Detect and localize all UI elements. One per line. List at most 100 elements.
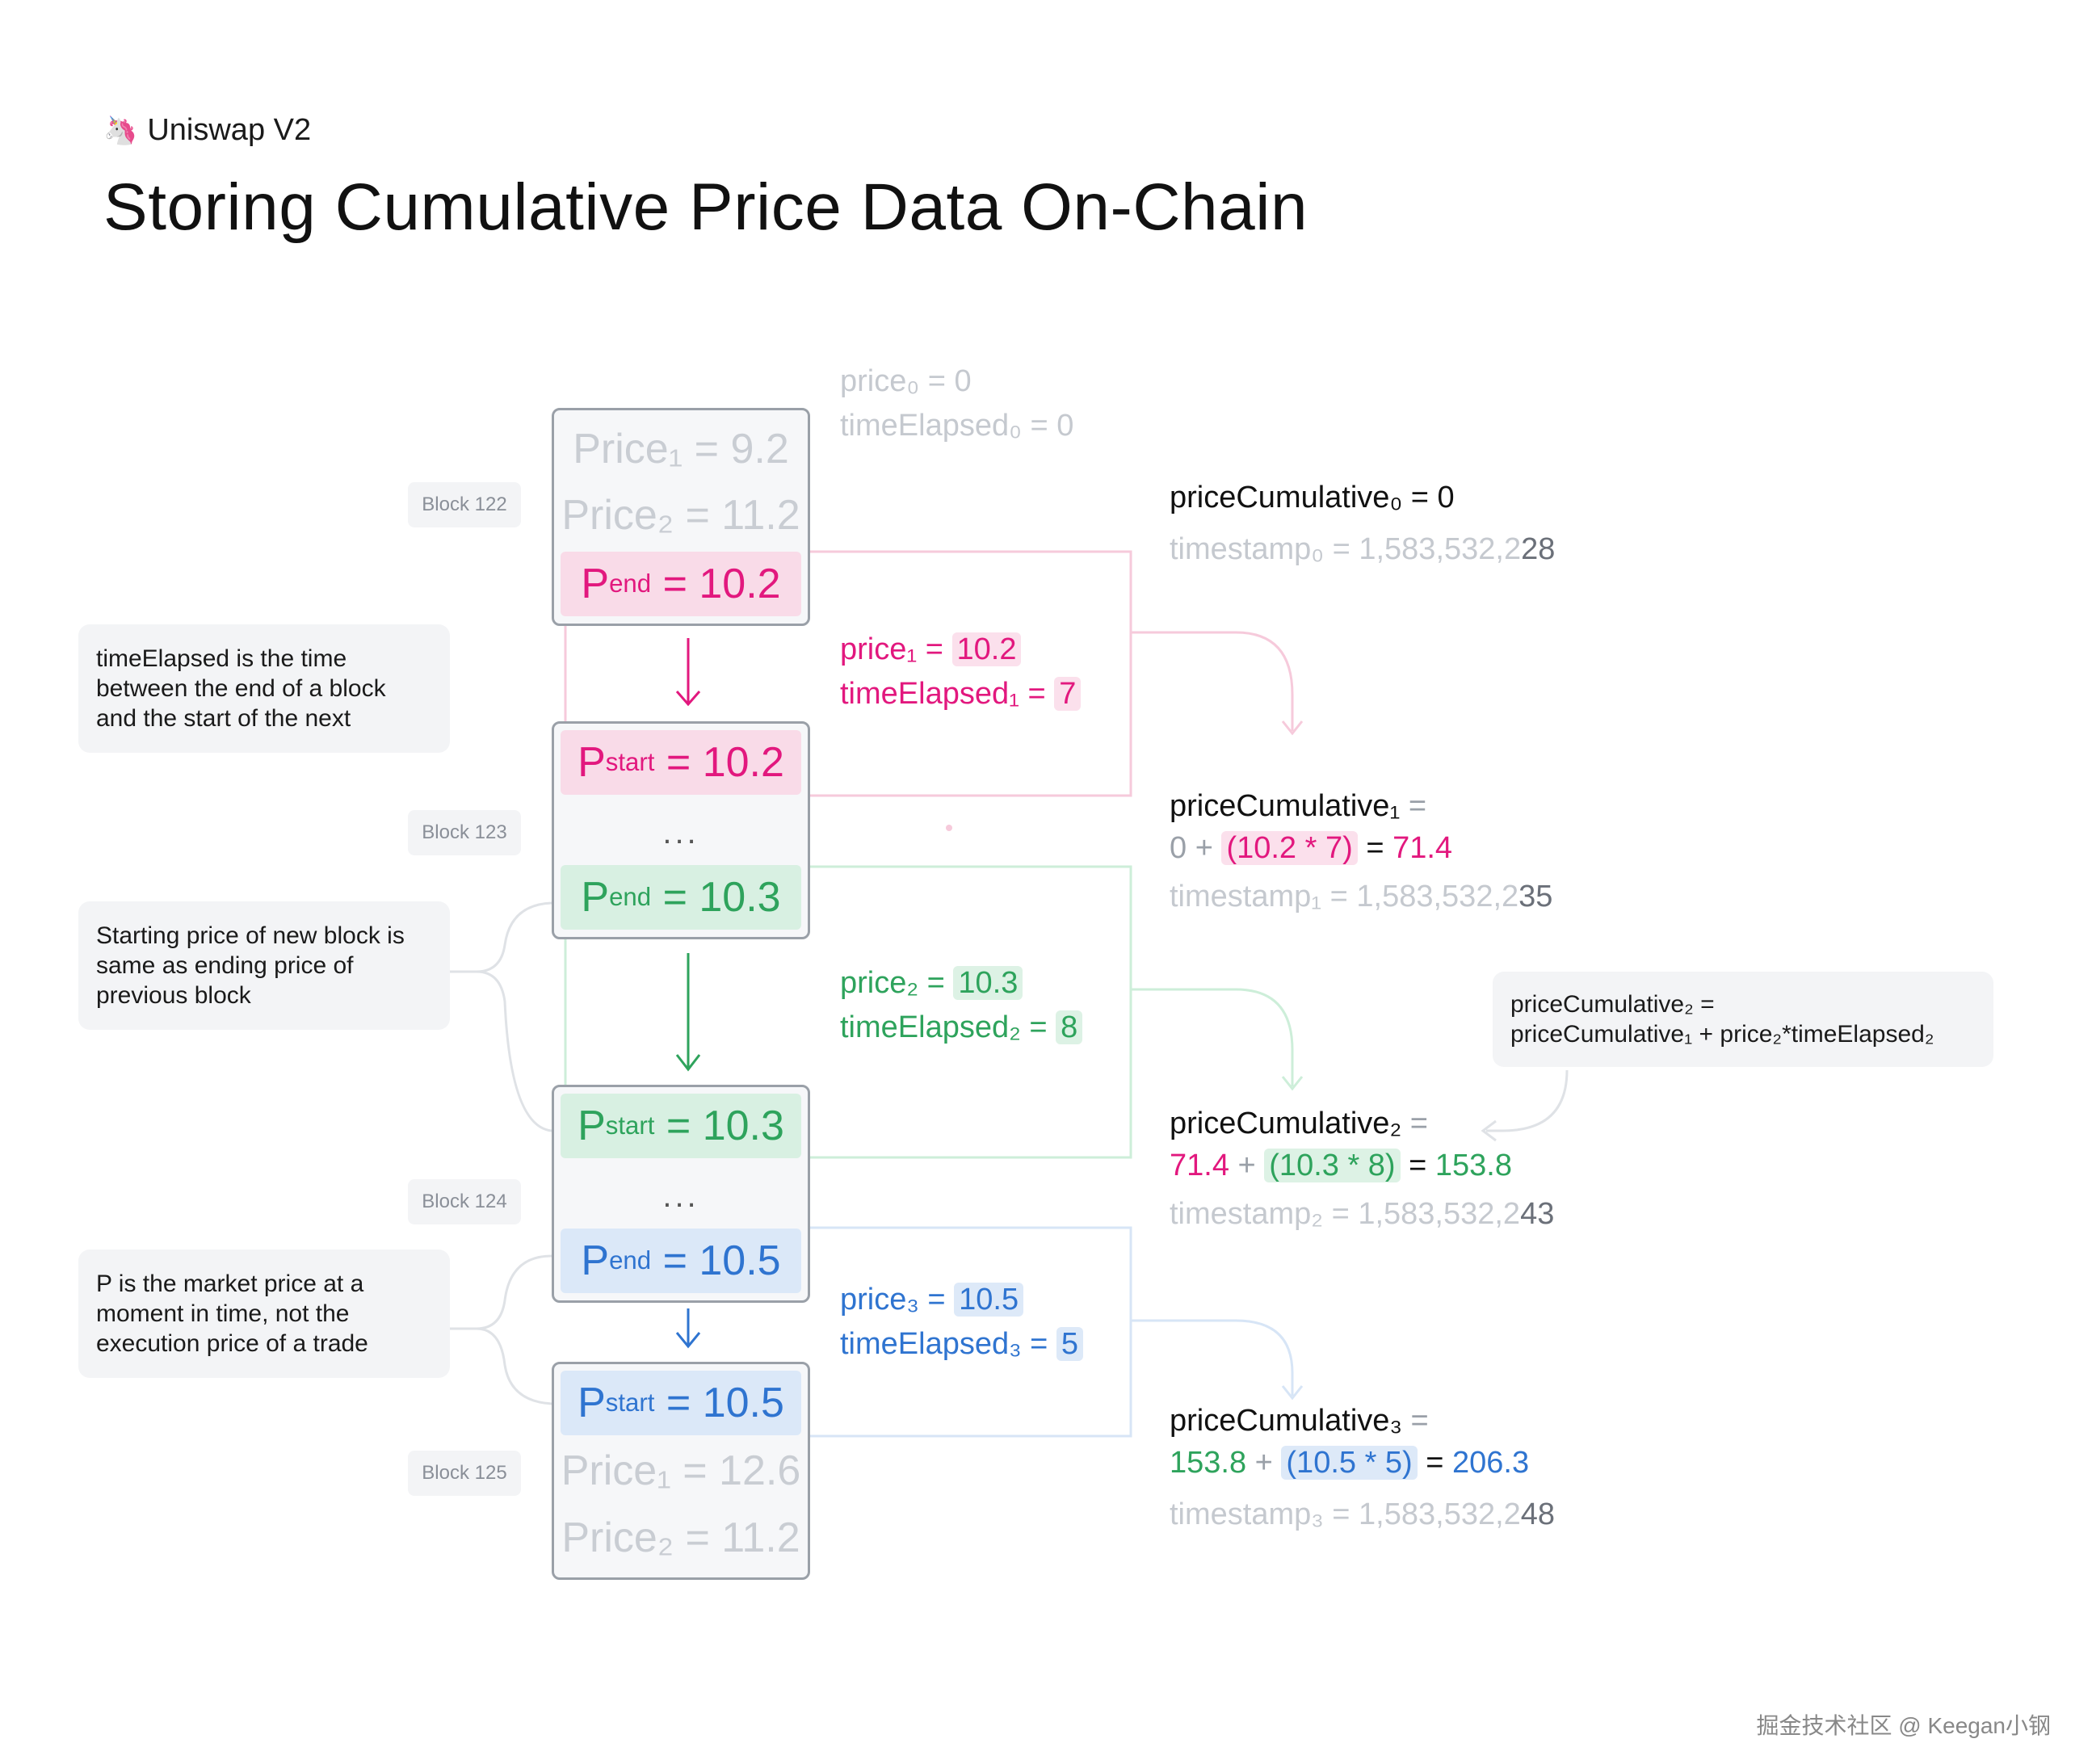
eq-sign: = <box>1401 1404 1429 1438</box>
timestamp0-suffix: 28 <box>1521 532 1556 566</box>
eq-sign: = <box>1417 1446 1453 1480</box>
mid-step-1: price₁ = 10.2 timeElapsed₁ = 7 <box>840 628 1082 716</box>
pstart-subscript: start <box>605 1388 655 1417</box>
price3-label: price₃ = <box>840 1283 955 1317</box>
block-124-label: Block 124 <box>408 1179 521 1224</box>
plus-sign: + <box>1187 831 1222 865</box>
note-time-elapsed: timeElapsed is the time between the end … <box>78 624 450 753</box>
note-formula: priceCumulative₂ = priceCumulative₁ + pr… <box>1493 972 1993 1067</box>
green-curve <box>1131 988 1294 1086</box>
timestamp1-prefix: timestamp₁ = 1,583,532,2 <box>1170 880 1519 914</box>
time-elapsed2-label: timeElapsed₂ = <box>840 1010 1056 1044</box>
time-elapsed3-label: timeElapsed₃ = <box>840 1327 1056 1361</box>
product-expr: (10.5 * 5) <box>1281 1446 1418 1480</box>
price2-label: price₂ = <box>840 966 954 1000</box>
timestamp1-suffix: 35 <box>1518 880 1553 914</box>
prev-cumulative: 0 <box>1170 831 1187 865</box>
eq-sign: = <box>1400 789 1427 823</box>
note-market-price: P is the market price at a moment in tim… <box>78 1250 450 1378</box>
pend-subscript: end <box>609 1246 652 1275</box>
pend-subscript: end <box>609 569 652 598</box>
block-125-price1: Price₁ = 12.6 <box>561 1447 801 1494</box>
cumulative-3: priceCumulative₃ = 153.8 + (10.5 * 5) = … <box>1170 1400 1555 1535</box>
note-starting-price: Starting price of new block is same as e… <box>78 901 450 1030</box>
price-cumulative2: priceCumulative₂ <box>1170 1107 1402 1140</box>
price3-value: 10.5 <box>954 1283 1024 1317</box>
pink-bracket <box>810 550 1132 797</box>
block-122-price1: Price₁ = 9.2 <box>573 426 789 472</box>
time-elapsed2-value: 8 <box>1056 1010 1083 1044</box>
cumulative-result: 153.8 <box>1434 1149 1512 1182</box>
unicorn-icon: 🦄 <box>103 115 138 146</box>
prev-cumulative: 153.8 <box>1170 1446 1247 1480</box>
cumulative-result: 71.4 <box>1392 831 1453 865</box>
brand: 🦄 Uniswap V2 <box>103 113 311 148</box>
formula-line-1: priceCumulative₂ = <box>1510 991 1715 1018</box>
pink-curve <box>1131 631 1294 731</box>
price0: price₀ = 0 <box>840 364 972 398</box>
green-bracket <box>810 865 1132 1159</box>
pend-symbol: P <box>581 1237 610 1284</box>
cumulative-result: 206.3 <box>1452 1446 1530 1480</box>
block-123-label: Block 123 <box>408 810 521 855</box>
pstart-symbol: P <box>578 739 606 786</box>
page-title: Storing Cumulative Price Data On-Chain <box>103 170 1308 244</box>
pstart-value: = 10.3 <box>654 1102 784 1149</box>
eq-sign: = <box>1401 1107 1428 1140</box>
blue-bracket <box>810 1226 1132 1438</box>
product-expr: (10.2 * 7) <box>1221 831 1358 865</box>
pend-subscript: end <box>609 883 652 911</box>
cumulative-2: priceCumulative₂ = 71.4 + (10.3 * 8) = 1… <box>1170 1102 1554 1235</box>
time-elapsed3-value: 5 <box>1056 1327 1084 1361</box>
timestamp2: timestamp₂ = 1,583,532,243 <box>1170 1193 1554 1235</box>
timestamp3: timestamp₃ = 1,583,532,248 <box>1170 1493 1555 1535</box>
cumulative-0: priceCumulative₀ = 0 timestamp₀ = 1,583,… <box>1170 477 1555 570</box>
timestamp0-prefix: timestamp₀ = 1,583,532,2 <box>1170 532 1522 566</box>
eq-sign: = <box>1357 831 1393 865</box>
pend-value: = 10.2 <box>651 561 781 607</box>
price-cumulative3: priceCumulative₃ <box>1170 1404 1402 1438</box>
pend-symbol: P <box>581 874 610 921</box>
time-elapsed1-value: 7 <box>1054 677 1082 711</box>
block-125-price2: Price₂ = 11.2 <box>561 1514 800 1561</box>
formula-line-2: priceCumulative₁ + price₂*timeElapsed₂ <box>1510 1021 1934 1048</box>
prev-cumulative: 71.4 <box>1170 1149 1229 1182</box>
brand-name: Uniswap V2 <box>147 113 312 147</box>
pstart-symbol: P <box>578 1380 606 1426</box>
eq-sign: = <box>1400 1149 1435 1182</box>
block-123-ellipsis: ... <box>662 814 699 850</box>
pstart-subscript: start <box>605 748 655 776</box>
mid-step-3: price₃ = 10.5 timeElapsed₃ = 5 <box>840 1278 1084 1367</box>
plus-sign: + <box>1246 1446 1282 1480</box>
timestamp0: timestamp₀ = 1,583,532,228 <box>1170 528 1555 570</box>
pstart-subscript: start <box>605 1111 655 1140</box>
timestamp3-prefix: timestamp₃ = 1,583,532,2 <box>1170 1497 1521 1531</box>
block-122-label: Block 122 <box>408 482 521 527</box>
timestamp2-suffix: 43 <box>1520 1197 1555 1231</box>
timestamp3-suffix: 48 <box>1520 1497 1556 1531</box>
block-125-label: Block 125 <box>408 1451 521 1496</box>
price1-value: 10.2 <box>951 632 1022 666</box>
mid-step-2: price₂ = 10.3 timeElapsed₂ = 8 <box>840 961 1083 1050</box>
time-elapsed1-label: timeElapsed₁ = <box>840 677 1055 711</box>
timestamp1: timestamp₁ = 1,583,532,235 <box>1170 876 1552 918</box>
block-122-price2: Price₂ = 11.2 <box>561 492 800 539</box>
pend-value: = 10.5 <box>651 1237 781 1284</box>
pstart-value: = 10.2 <box>654 739 784 786</box>
time-elapsed0: timeElapsed₀ = 0 <box>840 409 1074 443</box>
pstart-value: = 10.5 <box>654 1380 784 1426</box>
timestamp2-prefix: timestamp₂ = 1,583,532,2 <box>1170 1197 1521 1231</box>
block-124-ellipsis: ... <box>662 1178 699 1214</box>
price-cumulative0: priceCumulative₀ = 0 <box>1170 481 1455 514</box>
price-cumulative1: priceCumulative₁ <box>1170 789 1401 823</box>
price2-value: 10.3 <box>953 966 1023 1000</box>
